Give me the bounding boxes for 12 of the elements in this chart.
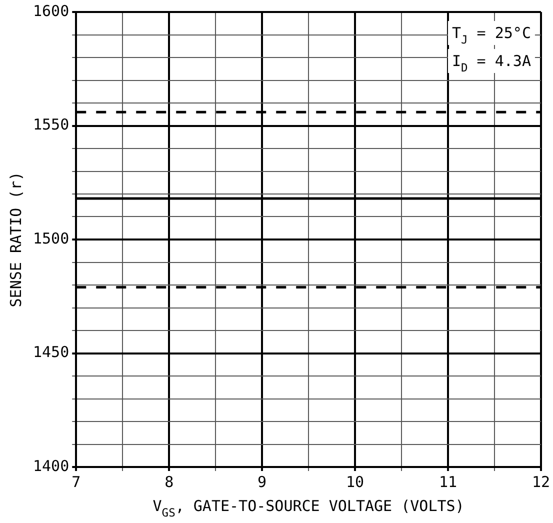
y-tick-label: 1600: [33, 2, 70, 20]
y-tick-label: 1500: [33, 229, 70, 248]
x-tick-label: 9: [258, 472, 267, 491]
x-tick-label: 11: [438, 472, 458, 491]
x-tick-label: 8: [164, 472, 174, 491]
x-tick-label: 7: [72, 472, 81, 491]
x-tick-label: 10: [346, 472, 364, 491]
x-tick-label: 12: [532, 472, 550, 491]
y-tick-label: 1400: [33, 456, 70, 475]
y-axis-title: SENSE RATIO (r): [6, 172, 25, 308]
y-tick-label: 1550: [33, 116, 70, 134]
y-tick-label: 1450: [33, 343, 70, 362]
